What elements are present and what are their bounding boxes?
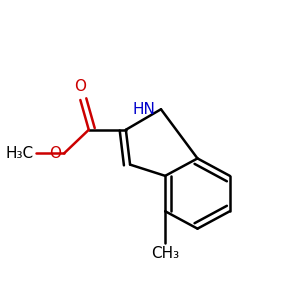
Text: O: O (74, 80, 86, 94)
Text: HN: HN (133, 102, 155, 117)
Text: CH₃: CH₃ (151, 245, 179, 260)
Text: O: O (49, 146, 61, 161)
Text: H₃C: H₃C (5, 146, 33, 161)
